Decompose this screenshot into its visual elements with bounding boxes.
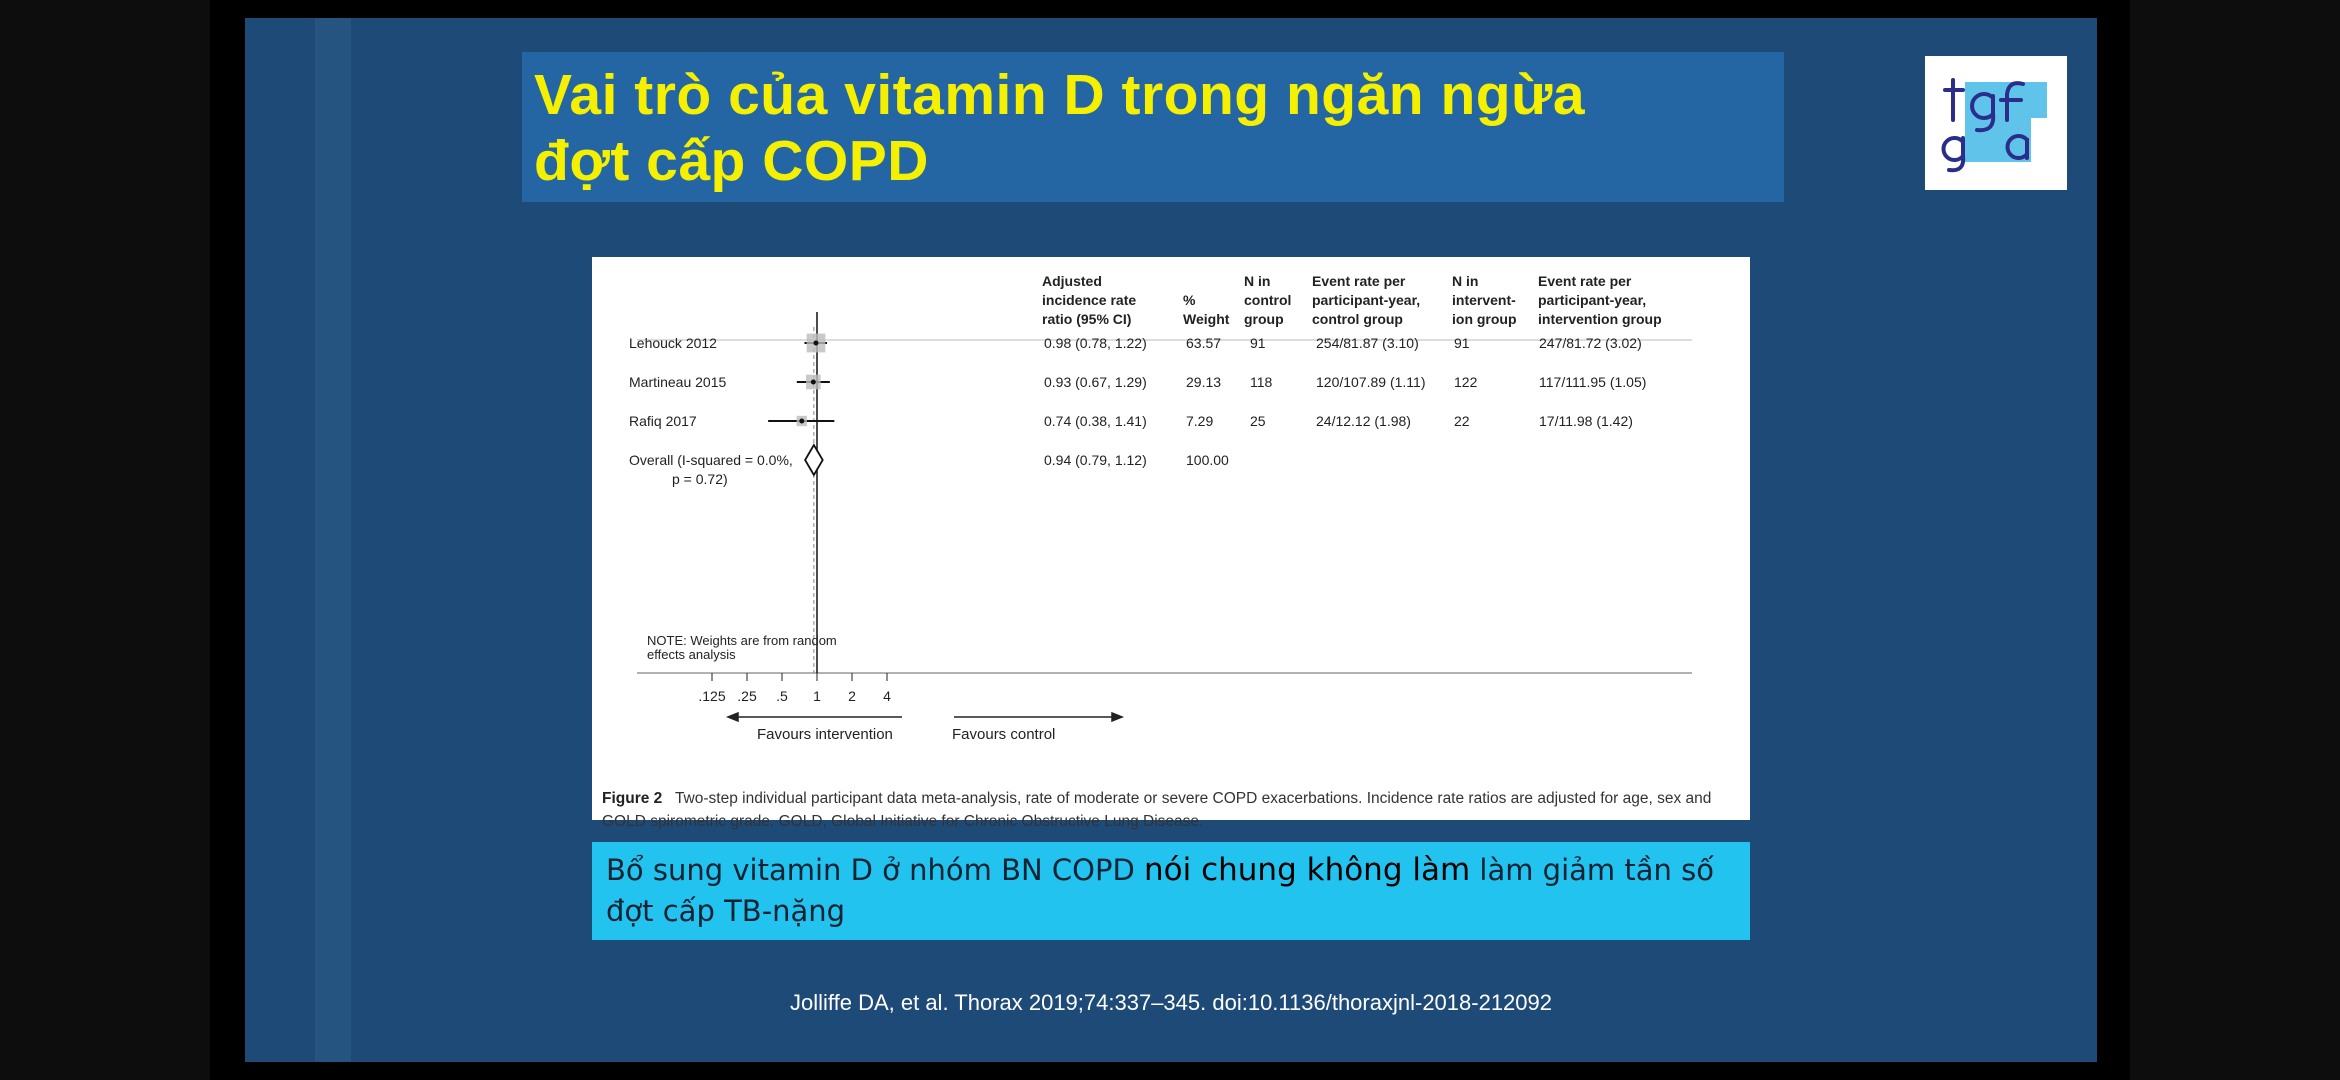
- plot-note: NOTE: Weights are from random effects an…: [647, 633, 837, 662]
- x-tick-label: 2: [848, 688, 856, 704]
- note-line-2: effects analysis: [647, 647, 736, 662]
- header-n-intervention: N in intervent- ion group: [1452, 273, 1520, 327]
- right-letterbox: [2130, 0, 2340, 1080]
- conclusion-emphasis: nói chung không làm: [1144, 852, 1471, 888]
- logo-graphic: [1941, 78, 2047, 173]
- header-event-intervention: Event rate per participant-year, interve…: [1538, 273, 1662, 327]
- point-estimate: [810, 379, 816, 385]
- event-intervention-value: 117/111.95 (1.05): [1539, 374, 1646, 390]
- title-line-1: Vai trò của vitamin D trong ngăn ngừa: [534, 63, 1586, 127]
- favours-control-label: Favours control: [952, 726, 1055, 743]
- presentation-slide: Vai trò của vitamin D trong ngăn ngừa đợ…: [245, 18, 2097, 1062]
- irr-ci-value: 0.93 (0.67, 1.29): [1044, 374, 1147, 390]
- header-event-control: Event rate per participant-year, control…: [1312, 273, 1424, 327]
- header-weight: % Weight: [1183, 292, 1230, 327]
- caption-label: Figure 2: [602, 790, 663, 807]
- weight-value: 29.13: [1186, 374, 1221, 390]
- study-label: Rafiq 2017: [629, 413, 697, 429]
- slide-decor-stripe: [315, 18, 351, 1062]
- study-label: Martineau 2015: [629, 374, 727, 390]
- n-control-value: 118: [1250, 374, 1273, 390]
- conclusion-part-1: Bổ sung vitamin D ở nhóm BN COPD: [606, 853, 1145, 887]
- favours-arrows: [725, 711, 1125, 723]
- tgfga-logo: [1925, 56, 2067, 190]
- irr-ci-value: 0.74 (0.38, 1.41): [1044, 413, 1147, 429]
- conclusion-part-2: làm giảm tần số đợt cấp TB-nặng: [606, 853, 1714, 928]
- weight-value: 63.57: [1186, 335, 1221, 351]
- arrow-right-head: [1111, 711, 1125, 723]
- favours-intervention-label: Favours intervention: [757, 726, 893, 743]
- left-letterbox: [0, 0, 210, 1080]
- figure-caption: Figure 2 Two-step individual participant…: [602, 787, 1742, 833]
- weight-value: 7.29: [1186, 413, 1213, 429]
- x-tick-label: .125: [698, 688, 725, 704]
- plot-layer: Lehouck 2012 0.98 (0.78, 1.22) 63.57 91 254/…: [629, 312, 1646, 704]
- header-irr: Adjusted incidence rate ratio (95% CI): [1042, 273, 1140, 327]
- overall-label-line-1: Overall (I-squared = 0.0%,: [629, 452, 793, 468]
- irr-ci-value: 0.98 (0.78, 1.22): [1044, 335, 1147, 351]
- point-estimate: [799, 418, 805, 424]
- slide-title: Vai trò của vitamin D trong ngăn ngừa đợ…: [534, 62, 1585, 194]
- overall-label-line-2: p = 0.72): [672, 471, 728, 487]
- x-tick-label: 4: [883, 688, 891, 704]
- favours-labels: Favours intervention Favours control: [757, 726, 1055, 743]
- event-intervention-value: 17/11.98 (1.42): [1539, 413, 1633, 429]
- n-intervention-value: 22: [1454, 413, 1470, 429]
- study-label: Lehouck 2012: [629, 335, 717, 351]
- point-estimate: [813, 340, 819, 346]
- citation: Jolliffe DA, et al. Thorax 2019;74:337–3…: [790, 990, 1552, 1015]
- event-control-value: 254/81.87 (3.10): [1316, 335, 1419, 351]
- x-tick-label: .5: [776, 688, 788, 704]
- event-intervention-value: 247/81.72 (3.02): [1539, 335, 1642, 351]
- title-box: Vai trò của vitamin D trong ngăn ngừa đợ…: [522, 52, 1784, 202]
- title-line-2: đợt cấp COPD: [534, 129, 929, 193]
- conclusion-box: Bổ sung vitamin D ở nhóm BN COPD nói chu…: [592, 842, 1750, 940]
- x-tick-label: 1: [813, 688, 821, 704]
- n-control-value: 91: [1250, 335, 1266, 351]
- column-headers: Adjusted incidence rate ratio (95% CI) %…: [1042, 273, 1662, 327]
- n-intervention-value: 91: [1454, 335, 1470, 351]
- forest-plot-figure: Adjusted incidence rate ratio (95% CI) %…: [592, 257, 1750, 830]
- event-control-value: 120/107.89 (1.11): [1316, 374, 1426, 390]
- note-line-1: NOTE: Weights are from random: [647, 633, 837, 648]
- x-tick-label: .25: [737, 688, 757, 704]
- event-control-value: 24/12.12 (1.98): [1316, 413, 1411, 429]
- overall-irr-ci-value: 0.94 (0.79, 1.12): [1044, 452, 1147, 468]
- conclusion-text: Bổ sung vitamin D ở nhóm BN COPD nói chu…: [606, 850, 1736, 932]
- n-intervention-value: 122: [1454, 374, 1478, 390]
- arrow-left-head: [725, 711, 739, 723]
- overall-diamond: [804, 443, 824, 477]
- overall-weight-value: 100.00: [1186, 452, 1229, 468]
- forest-plot: Adjusted incidence rate ratio (95% CI) %…: [629, 273, 1692, 743]
- n-control-value: 25: [1250, 413, 1266, 429]
- caption-text: Two-step individual participant data met…: [602, 790, 1712, 830]
- header-n-control: N in control group: [1244, 273, 1295, 327]
